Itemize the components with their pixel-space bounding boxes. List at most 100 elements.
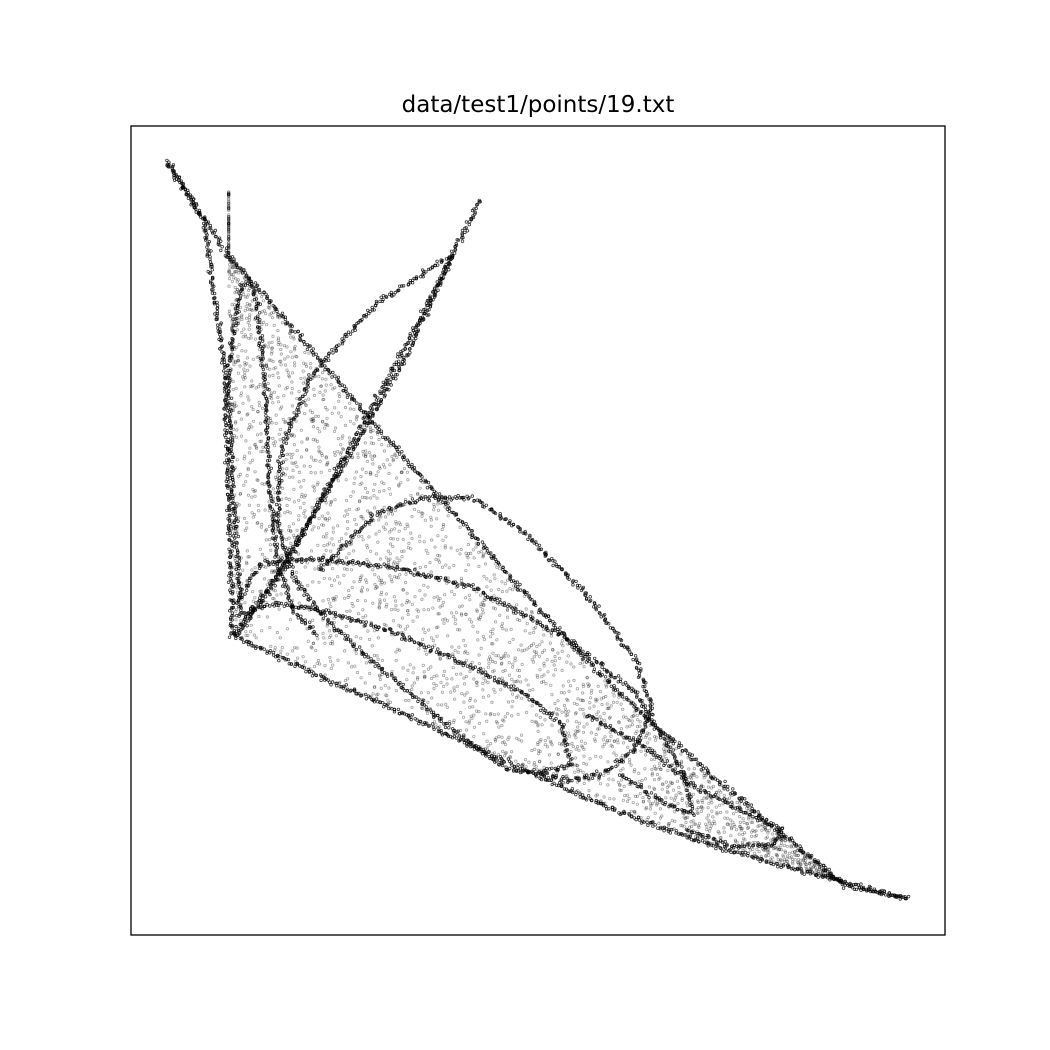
- scatter-point: [289, 662, 293, 666]
- scatter-point: [330, 375, 334, 379]
- scatter-point: [171, 163, 176, 167]
- scatter-point: [355, 692, 359, 696]
- scatter-point: [209, 249, 213, 253]
- scatter-point: [212, 291, 217, 296]
- scatter-point: [396, 449, 400, 454]
- scatter-point: [673, 739, 677, 743]
- scatter-point: [808, 869, 812, 874]
- scatter-point: [501, 565, 505, 570]
- scatter-point: [392, 443, 396, 447]
- scatter-point: [285, 657, 289, 661]
- scatter-point: [566, 789, 570, 793]
- scatter-point: [509, 579, 514, 583]
- scatter-point: [447, 509, 451, 513]
- scatter-point: [372, 700, 377, 704]
- scatter-point: [419, 719, 423, 724]
- scatter-point: [764, 860, 768, 864]
- scatter-point: [458, 519, 462, 523]
- scatter-point: [392, 710, 397, 714]
- scatter-point: [338, 685, 342, 689]
- scatter-point: [790, 838, 795, 843]
- scatter-point: [743, 797, 747, 801]
- scatter-point: [419, 478, 423, 483]
- scatter-point: [384, 437, 388, 441]
- scatter-point: [689, 758, 693, 762]
- scatter-point: [645, 820, 649, 824]
- scatter-point: [742, 853, 746, 857]
- scatter-point: [549, 778, 554, 782]
- scatter-point: [799, 867, 803, 871]
- scatter-point: [381, 701, 385, 705]
- scatter-point: [223, 461, 227, 465]
- scatter-point: [204, 235, 209, 239]
- scatter-point: [364, 692, 368, 697]
- scatter-point: [226, 498, 231, 502]
- scatter-point: [826, 873, 830, 878]
- scatter-point: [518, 582, 522, 587]
- scatter-point: [653, 823, 657, 827]
- scatter-point: [311, 671, 316, 675]
- scatter-point: [546, 614, 551, 619]
- scatter-point: [629, 815, 634, 819]
- scatter-point: [589, 798, 594, 803]
- scatter-point: [220, 244, 224, 249]
- scatter-point: [596, 800, 600, 804]
- scatter-point: [210, 277, 215, 281]
- scatter-point: [397, 445, 401, 449]
- scatter-point: [571, 790, 575, 795]
- scatter-point: [336, 380, 340, 384]
- scatter-point: [591, 662, 595, 667]
- scatter-point: [771, 862, 776, 867]
- scatter-point: [333, 374, 337, 378]
- scatter-point: [323, 364, 327, 368]
- scatter-point: [746, 804, 750, 808]
- scatter-point: [852, 887, 857, 891]
- scatter-point: [311, 347, 315, 351]
- scatter-point: [431, 725, 436, 729]
- scatter-point: [224, 249, 228, 253]
- scatter-point: [223, 377, 228, 381]
- scatter-point: [375, 426, 379, 430]
- scatter-point: [243, 271, 248, 275]
- scatter-point: [222, 382, 227, 386]
- scatter-point: [379, 431, 384, 435]
- scatter-point: [178, 180, 182, 185]
- scatter-point: [217, 243, 222, 247]
- scatter-point: [827, 867, 831, 872]
- scatter-point: [225, 468, 230, 473]
- scatter-point: [357, 691, 361, 696]
- scatter-point: [632, 705, 636, 709]
- scatter-point: [663, 732, 667, 736]
- scatter-point: [222, 369, 226, 373]
- scatter-point: [179, 181, 184, 185]
- scatter-point: [490, 556, 494, 560]
- scatter-point: [489, 551, 493, 555]
- scatter-point: [880, 888, 884, 893]
- scatter-point: [386, 702, 390, 706]
- scatter-point: [223, 407, 227, 411]
- scatter-point: [394, 445, 398, 449]
- scatter-point: [410, 713, 415, 717]
- scatter-point: [496, 561, 501, 565]
- scatter-point: [726, 784, 730, 789]
- scatter-point: [391, 440, 396, 444]
- scatter-point: [613, 807, 617, 811]
- scatter-point: [458, 738, 462, 742]
- scatter-point: [631, 701, 635, 705]
- scatter-point: [342, 384, 347, 388]
- scatter-point: [218, 239, 223, 243]
- scatter-point: [205, 254, 209, 258]
- scatter-point: [400, 711, 405, 715]
- scatter-point: [218, 347, 222, 351]
- scatter-points-layer: [165, 158, 911, 901]
- scatter-point: [396, 707, 401, 712]
- scatter-point: [618, 812, 622, 817]
- scatter-point: [234, 263, 238, 267]
- scatter-point: [319, 674, 324, 679]
- scatter-point: [552, 781, 556, 785]
- scatter-point: [224, 431, 229, 435]
- scatter-point: [409, 717, 413, 722]
- scatter-point: [793, 868, 797, 872]
- scatter-point: [736, 850, 740, 854]
